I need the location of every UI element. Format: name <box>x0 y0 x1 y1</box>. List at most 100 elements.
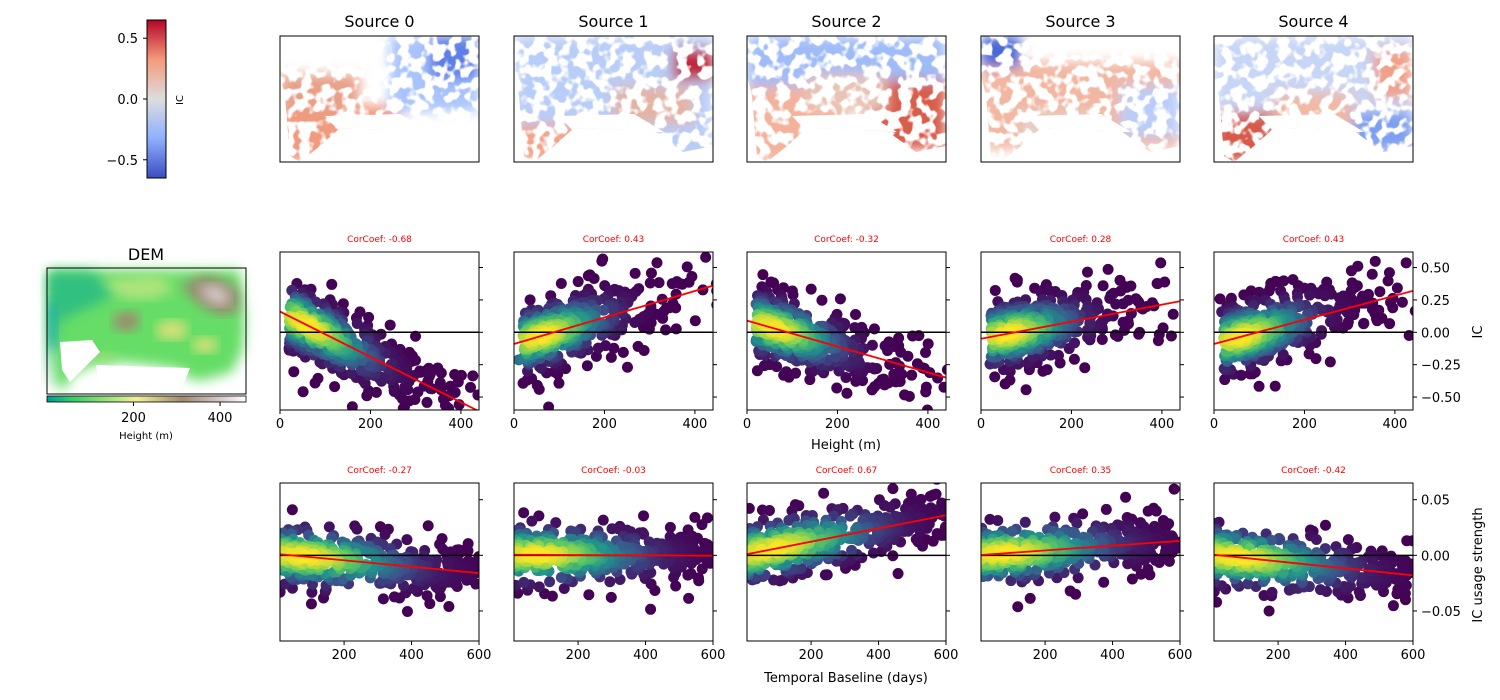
axes-frame <box>513 251 714 411</box>
scatter-point <box>1168 483 1180 495</box>
scatter-point <box>920 381 932 393</box>
scatter-point <box>583 589 595 601</box>
scatter-point <box>1263 285 1275 297</box>
scatter-point <box>1265 534 1277 546</box>
scatter-panel: CorCoef: -0.03 200 400 600 <box>513 466 725 663</box>
x-tick-label: 400 <box>633 648 658 663</box>
scatter-point <box>592 342 604 354</box>
scatter-point <box>1098 576 1110 588</box>
scatter-point <box>1069 337 1081 349</box>
scatter-point <box>888 368 900 380</box>
x-tick-label: 0 <box>276 417 284 432</box>
scatter-point <box>763 504 775 516</box>
scatter-point <box>553 377 565 389</box>
scatter-point <box>329 381 341 393</box>
scatter-point <box>401 534 413 546</box>
scatter-point <box>664 521 676 533</box>
scatter-point <box>979 375 990 386</box>
corcoef-label: CorCoef: -0.32 <box>814 235 879 245</box>
y-tick-label: −0.50 <box>1421 391 1461 406</box>
x-tick-label: 400 <box>866 648 891 663</box>
scatter-point <box>1072 572 1084 584</box>
scatter-point <box>1319 543 1331 555</box>
fit-line <box>1214 553 1413 577</box>
x-tick-label: 200 <box>1033 648 1058 663</box>
scatter-point <box>605 351 617 363</box>
scatter-point <box>555 278 567 290</box>
axes-frame <box>1213 251 1414 411</box>
scatter-point <box>1096 333 1108 345</box>
scatter-point <box>884 501 896 513</box>
scatter-point <box>1345 265 1357 277</box>
x-tick-label: 400 <box>1333 648 1358 663</box>
axes-frame <box>513 482 714 642</box>
scatter-point <box>850 309 862 321</box>
scatter-point <box>1117 316 1129 328</box>
scatter-point <box>617 346 629 358</box>
scatter-point <box>410 330 422 342</box>
scatter-point <box>472 389 479 401</box>
scatter-point <box>841 387 853 399</box>
scatter-point <box>1319 290 1331 302</box>
scatter-point <box>458 432 469 443</box>
x-tick-label: 400 <box>1100 648 1125 663</box>
scatter-point <box>550 517 562 529</box>
scatter-point <box>604 576 616 588</box>
scatter-point <box>1004 374 1016 386</box>
fit-line <box>280 553 479 575</box>
scatter-point <box>1142 563 1154 575</box>
y-tick-label: 0.00 <box>1421 549 1450 564</box>
dem-colorbar-tick: 400 <box>208 411 233 426</box>
scatter-point <box>421 396 433 408</box>
scatter-point <box>443 601 455 613</box>
corcoef-label: CorCoef: 0.43 <box>583 235 645 245</box>
scatter-point <box>621 361 633 373</box>
scatter-point <box>670 580 682 592</box>
scatter-point <box>464 381 476 393</box>
scatter-point <box>1242 578 1254 590</box>
scatter-points <box>747 483 946 587</box>
scatter-point <box>867 547 879 559</box>
y-tick-label: 0.50 <box>1421 262 1450 277</box>
scatter-point <box>920 347 932 359</box>
scatter-point <box>422 520 434 532</box>
scatter-point <box>1011 276 1023 288</box>
dem-colorbar-label: Height (m) <box>119 431 173 442</box>
scatter-point <box>1383 267 1395 279</box>
scatter-point <box>426 412 437 423</box>
scatter-point <box>1263 605 1275 617</box>
axes-frame <box>980 251 1181 411</box>
scatter-point <box>412 386 424 398</box>
scatter-point <box>840 371 852 383</box>
scatter-point <box>605 591 617 603</box>
source-title: Source 4 <box>1278 12 1348 31</box>
scatter-point <box>1214 293 1226 305</box>
scatter-point <box>1274 276 1286 288</box>
scatter-point <box>638 528 650 540</box>
scatter-point <box>1374 286 1386 298</box>
scatter-point <box>892 568 904 580</box>
x-tick-label: 0 <box>510 417 518 432</box>
scatter-point <box>768 574 780 586</box>
scatter-point <box>1319 519 1331 531</box>
x-tick-label: 400 <box>682 417 707 432</box>
scatter-point <box>1041 364 1053 376</box>
scatter-point <box>323 521 335 533</box>
scatter-point <box>1194 284 1205 295</box>
source-map-panel: Source 0 <box>279 12 480 163</box>
scatter-point <box>1266 586 1278 598</box>
scatter-point <box>1219 374 1231 386</box>
axes-frame <box>279 482 480 642</box>
scatter-point <box>922 338 934 350</box>
scatter-point <box>989 284 1001 296</box>
scatter-point <box>437 393 449 405</box>
scatter-point <box>533 581 545 593</box>
scatter-point <box>524 294 536 306</box>
scatter-point <box>644 277 656 289</box>
scatter-point <box>1400 257 1412 269</box>
scatter-points <box>514 252 713 410</box>
ic-colorbar: 0.5 0.0 −0.5 IC <box>106 19 186 179</box>
axes-frame <box>980 482 1181 642</box>
y-tick-label: 0.00 <box>1421 326 1450 341</box>
scatter-point <box>941 364 946 376</box>
